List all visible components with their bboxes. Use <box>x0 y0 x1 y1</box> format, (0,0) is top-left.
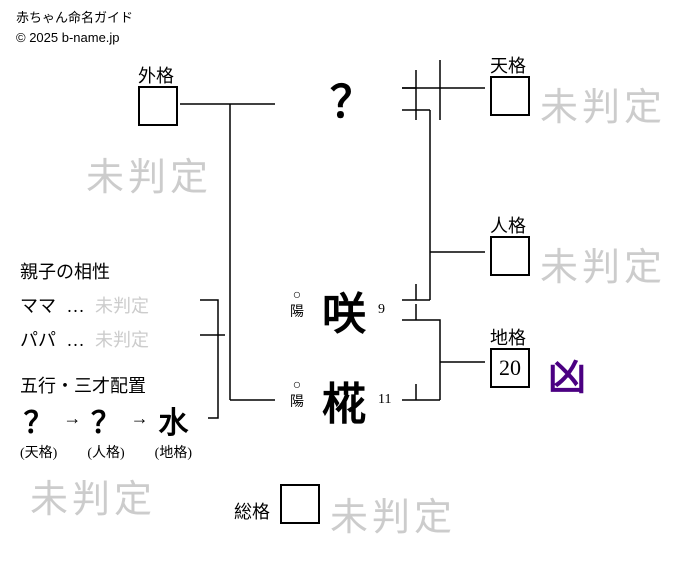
compat-mama-sep: … <box>67 296 85 316</box>
gogyo-item-2: ？ (人格) <box>87 398 124 462</box>
gogyo-arrow-1: → <box>63 398 81 429</box>
site-title: 赤ちゃん命名ガイド <box>16 8 133 28</box>
chikaku-label: 地格 <box>490 324 526 350</box>
jinkaku-label: 人格 <box>490 212 526 238</box>
chikaku-judgment: 凶 <box>548 346 590 401</box>
gogyo-char-2: ？ <box>87 398 124 442</box>
compat-mama: ママ … 未判定 <box>20 292 149 318</box>
char1-strokes: 9 <box>378 302 385 318</box>
chikaku-value: 20 <box>499 355 521 381</box>
compat-mama-label: ママ <box>20 296 56 316</box>
jinkaku-judgment: 未判定 <box>540 236 666 291</box>
soukaku-label: 総格 <box>234 498 270 524</box>
gaikaku-label: 外格 <box>138 62 174 88</box>
compat-mama-value: 未判定 <box>95 296 149 316</box>
gogyo-char-3: 水 <box>155 398 192 442</box>
gaikaku-box <box>138 86 178 126</box>
jinkaku-box <box>490 236 530 276</box>
compat-papa-value: 未判定 <box>95 330 149 350</box>
gogyo-arrow-2: → <box>131 398 149 429</box>
gogyo-sub-2: (人格) <box>87 442 124 462</box>
gogyo-row: ？ (天格) → ？ (人格) → 水 (地格) <box>20 398 192 462</box>
soukaku-box <box>280 484 320 524</box>
char1-kanji: 咲 <box>322 278 366 342</box>
char1-yinyang: ○ 陽 <box>290 288 304 322</box>
gogyo-sub-1: (天格) <box>20 442 57 462</box>
gogyo-char-1: ？ <box>20 398 57 442</box>
compat-papa-label: パパ <box>20 330 56 350</box>
compat-papa: パパ … 未判定 <box>20 326 149 352</box>
tenkaku-box <box>490 76 530 116</box>
gogyo-judgment: 未判定 <box>30 468 156 523</box>
gogyo-title: 五行・三才配置 <box>20 372 146 398</box>
header: 赤ちゃん命名ガイド © 2025 b-name.jp <box>16 8 133 47</box>
tenkaku-label: 天格 <box>490 52 526 78</box>
gaikaku-judgment: 未判定 <box>86 146 212 201</box>
surname-placeholder: ？ <box>330 66 374 130</box>
tenkaku-judgment: 未判定 <box>540 76 666 131</box>
gogyo-sub-3: (地格) <box>155 442 192 462</box>
gogyo-item-1: ？ (天格) <box>20 398 57 462</box>
char2-yy: 陽 <box>290 395 304 410</box>
gogyo-item-3: 水 (地格) <box>155 398 192 462</box>
char2-mark: ○ <box>293 378 301 393</box>
soukaku-judgment: 未判定 <box>330 486 456 541</box>
compat-papa-sep: … <box>67 330 85 350</box>
copyright: © 2025 b-name.jp <box>16 28 133 48</box>
char1-mark: ○ <box>293 288 301 303</box>
char2-yinyang: ○ 陽 <box>290 378 304 412</box>
compat-title: 親子の相性 <box>20 258 110 284</box>
chikaku-box: 20 <box>490 348 530 388</box>
char2-kanji: 椛 <box>322 368 366 432</box>
char1-yy: 陽 <box>290 305 304 320</box>
char2-strokes: 11 <box>378 392 391 408</box>
